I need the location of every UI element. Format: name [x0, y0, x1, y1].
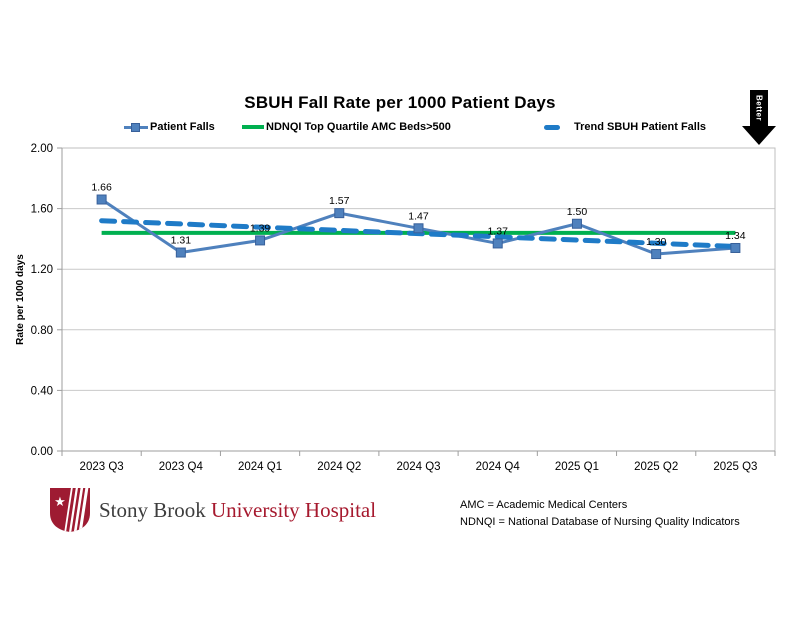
- legend-label-trend: Trend SBUH Patient Falls: [574, 121, 707, 133]
- svg-text:★: ★: [54, 494, 66, 509]
- logo-suffix: University Hospital: [211, 497, 377, 522]
- legend-item-target: NDNQI Top Quartile AMC Beds>500: [242, 119, 451, 135]
- data-point-marker: [413, 223, 424, 234]
- data-point-marker: [255, 235, 266, 246]
- better-direction-arrow: Better: [742, 90, 776, 146]
- hospital-logo: ★ Stony Brook University Hospital: [49, 487, 376, 533]
- plot-border: [61, 147, 776, 452]
- data-point-marker: [492, 238, 503, 249]
- trend-line: [99, 218, 738, 249]
- better-label: Better: [754, 94, 764, 122]
- legend-item-trend: Trend SBUH Patient Falls: [544, 119, 706, 135]
- patient-falls-line-marker-icon: [124, 122, 148, 132]
- data-point-label: 1.31: [171, 235, 192, 247]
- x-tick-label: 2024 Q1: [238, 461, 282, 473]
- data-point-label: 1.34: [725, 230, 746, 242]
- x-tick-label: 2024 Q4: [476, 461, 521, 473]
- footnote-amc: AMC = Academic Medical Centers: [460, 499, 628, 511]
- y-axis-title: Rate per 1000 days: [15, 254, 26, 345]
- data-point-label: 1.50: [567, 206, 588, 218]
- logo-prefix: Stony Brook: [99, 497, 206, 522]
- y-tick-label: 1.20: [31, 264, 53, 276]
- data-point-label: 1.57: [329, 195, 350, 207]
- y-tick-label: 0.00: [31, 446, 53, 458]
- footnotes: AMC = Academic Medical Centers NDNQI = N…: [460, 497, 740, 531]
- y-tick-label: 0.40: [31, 385, 53, 397]
- target-line-marker-icon: [242, 125, 264, 129]
- legend-item-patient-falls: Patient Falls: [124, 119, 215, 135]
- data-point-marker: [334, 208, 345, 219]
- data-point-label: 1.66: [91, 182, 112, 194]
- x-tick-label: 2025 Q3: [713, 461, 757, 473]
- trend-dash-marker-icon: [544, 124, 560, 130]
- chart-title: SBUH Fall Rate per 1000 Patient Days: [244, 93, 556, 112]
- data-point-marker: [96, 194, 107, 205]
- y-tick-label: 1.60: [31, 204, 53, 216]
- data-point-label: 1.47: [408, 210, 429, 222]
- legend-label-patient-falls: Patient Falls: [150, 121, 215, 133]
- data-point-marker: [730, 242, 741, 253]
- data-point-label: 1.37: [488, 225, 509, 237]
- x-tick-label: 2023 Q3: [80, 461, 124, 473]
- y-tick-label: 0.80: [31, 325, 53, 337]
- x-tick-label: 2025 Q2: [634, 461, 678, 473]
- stony-brook-shield-icon: ★: [50, 488, 90, 532]
- data-point-label: 1.30: [646, 236, 667, 248]
- hospital-wordmark: Stony Brook University Hospital: [99, 498, 376, 523]
- data-point-marker: [571, 218, 582, 229]
- data-point-marker: [175, 247, 186, 258]
- data-point-marker: [651, 249, 662, 260]
- footnote-ndnqi: NDNQI = National Database of Nursing Qua…: [460, 516, 740, 528]
- x-tick-label: 2024 Q2: [317, 461, 361, 473]
- x-tick-label: 2023 Q4: [159, 461, 204, 473]
- y-tick-label: 2.00: [31, 143, 53, 155]
- legend-label-target: NDNQI Top Quartile AMC Beds>500: [266, 121, 451, 133]
- down-arrow-icon: Better: [750, 90, 768, 126]
- data-point-label: 1.39: [250, 222, 271, 234]
- x-tick-label: 2025 Q1: [555, 461, 599, 473]
- x-tick-label: 2024 Q3: [396, 461, 440, 473]
